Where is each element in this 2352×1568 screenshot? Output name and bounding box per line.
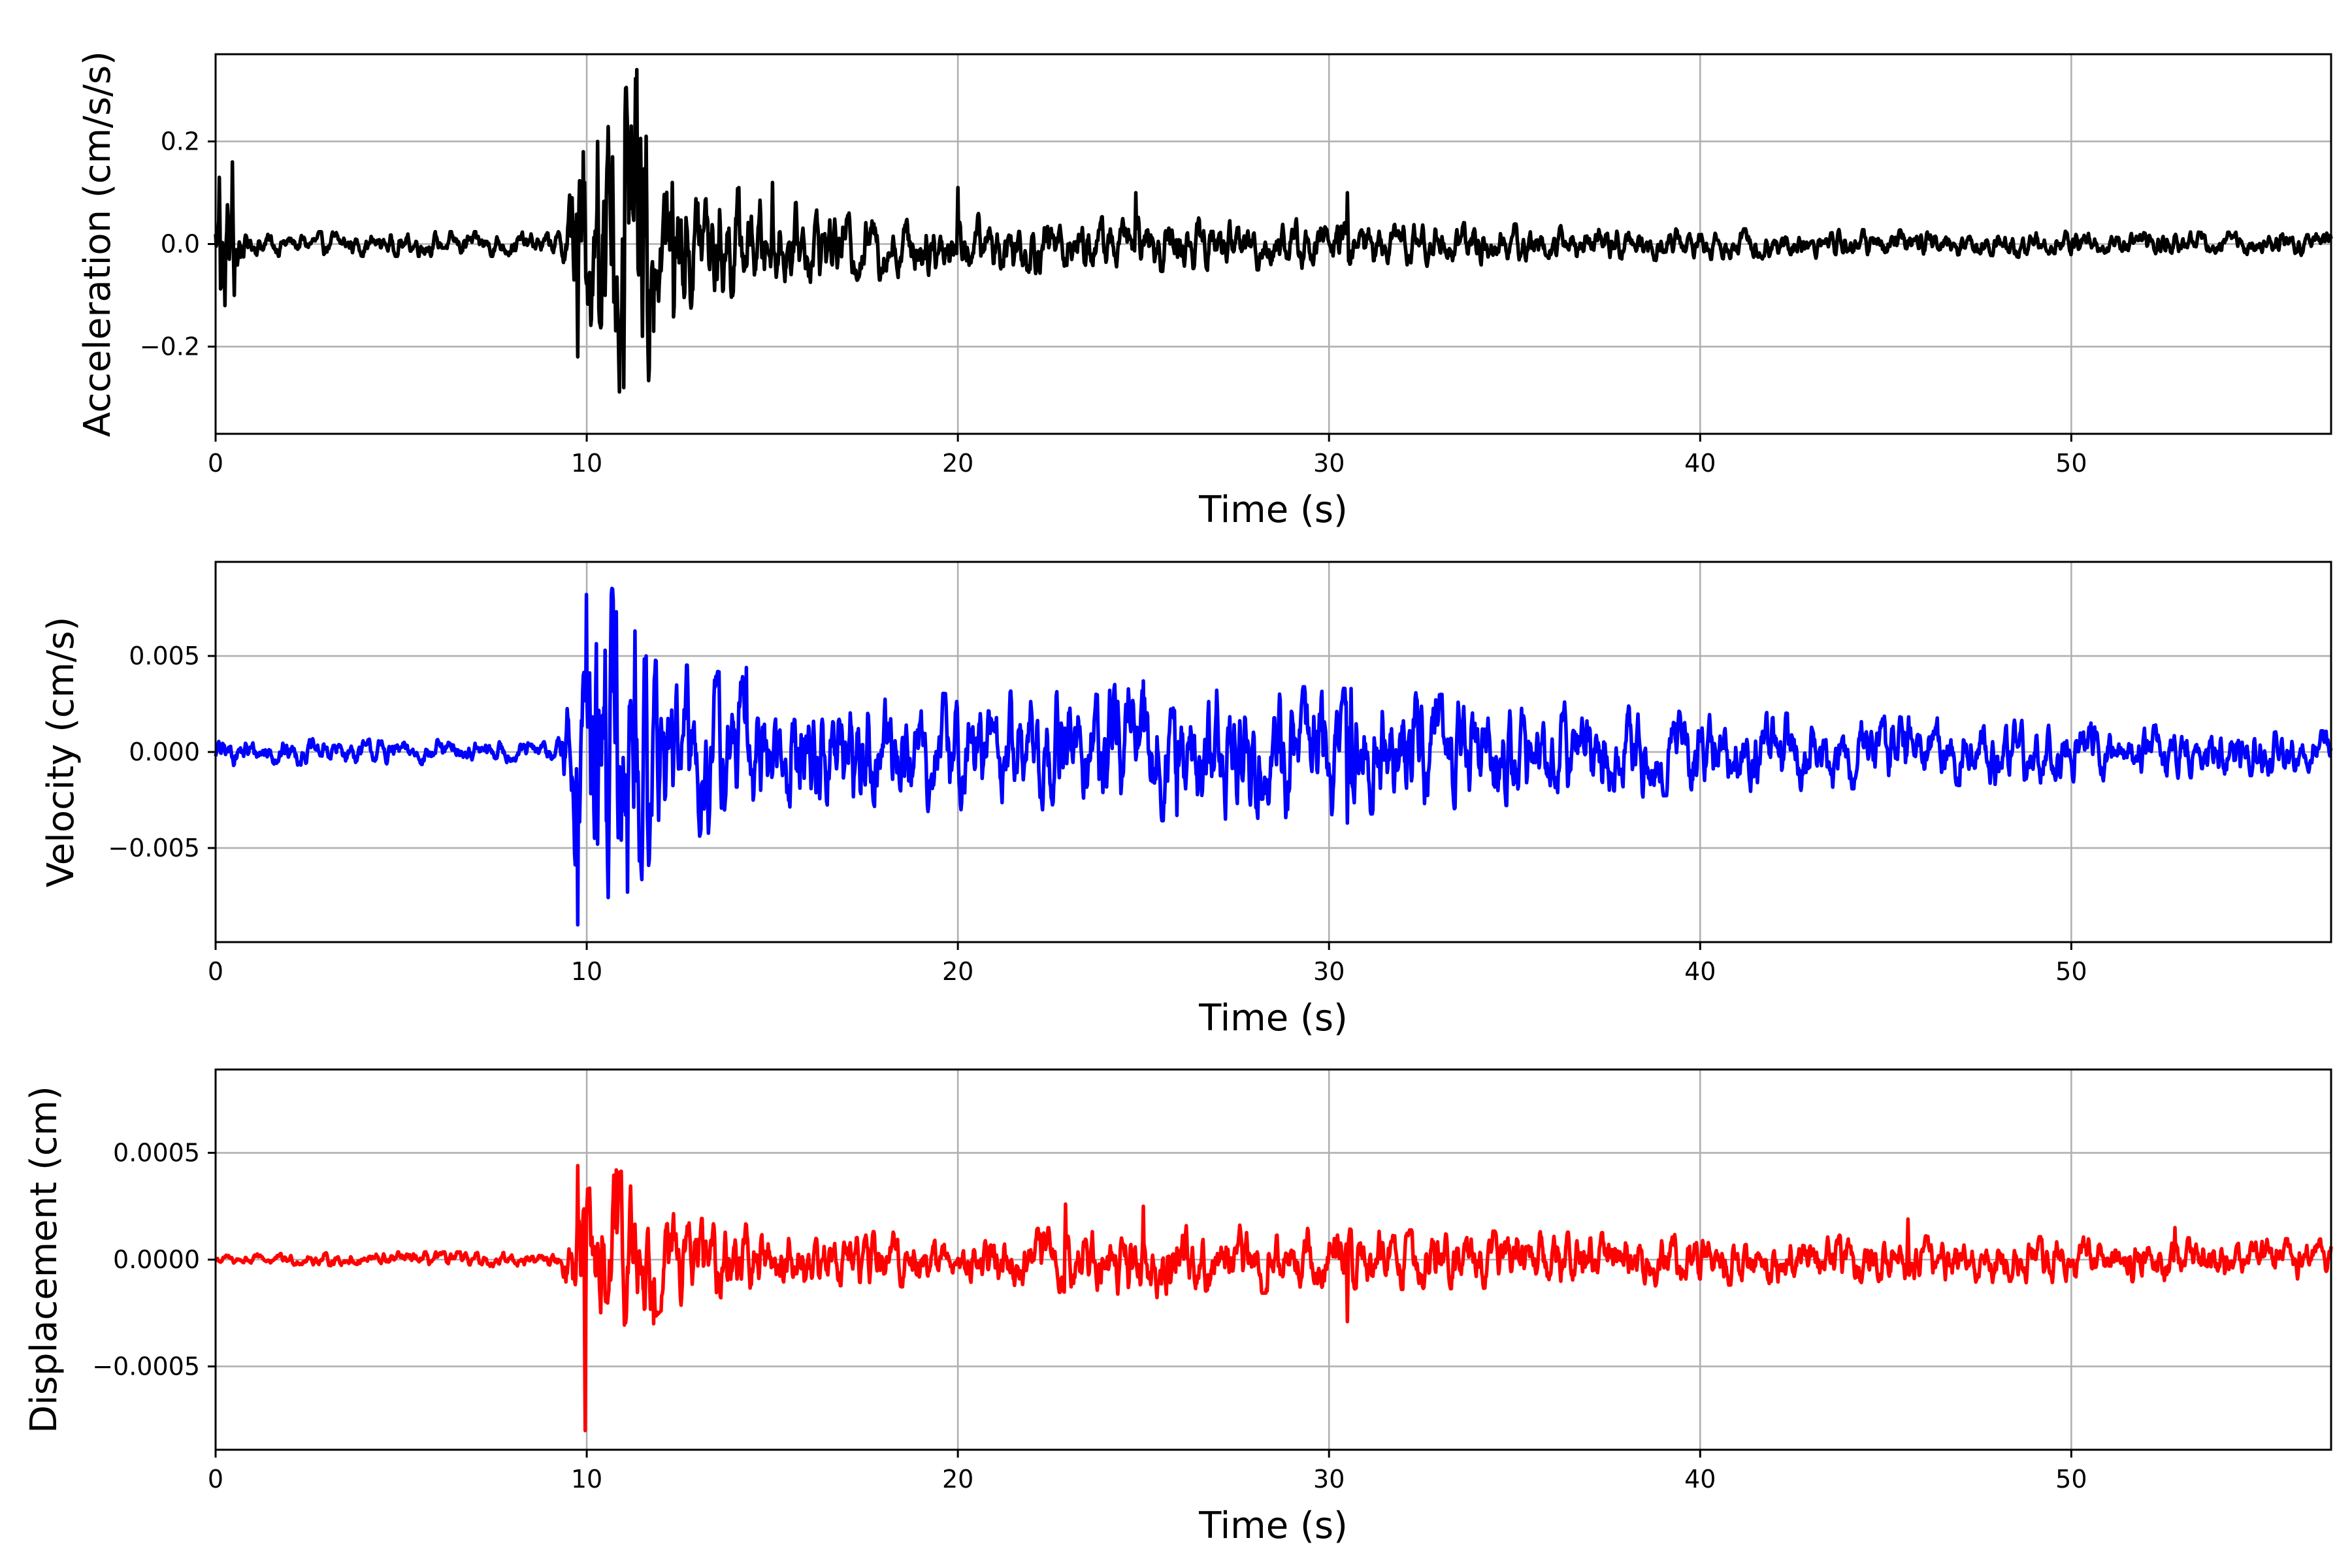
displacement-x-tick-label: 10 xyxy=(571,1465,602,1494)
acceleration-y-tick-label: −0.2 xyxy=(140,333,200,361)
acceleration-y-tick-label: 0.0 xyxy=(161,230,200,259)
velocity-x-tick-label: 10 xyxy=(571,957,602,986)
displacement-panel: 0 10 20 30 40 50 −0.0005 0.0000 0.0005 Time (s) Di… xyxy=(23,1068,2333,1547)
velocity-y-tick-label: 0.005 xyxy=(129,642,200,670)
velocity-panel: 0 10 20 30 40 50 −0.005 0.000 0.005 Time (s) Veloc… xyxy=(40,561,2333,1039)
velocity-x-tick-label: 20 xyxy=(942,957,973,986)
acceleration-y-axis-label: Acceleration (cm/s/s) xyxy=(76,51,119,437)
displacement-x-tick-label: 50 xyxy=(2055,1465,2087,1494)
velocity-x-axis-label: Time (s) xyxy=(1198,997,1348,1039)
acceleration-x-tick-label: 0 xyxy=(208,449,223,478)
displacement-x-tick-label: 40 xyxy=(1684,1465,1716,1494)
velocity-x-tick-label: 50 xyxy=(2055,957,2087,986)
acceleration-panel: 0 10 20 30 40 50 −0.2 0.0 0.2 Time (s) Acceleratio… xyxy=(76,51,2333,531)
acceleration-y-tick-label: 0.2 xyxy=(161,127,200,155)
acceleration-trace xyxy=(214,67,2333,394)
displacement-x-axis-label: Time (s) xyxy=(1198,1505,1348,1547)
displacement-x-tick-label: 20 xyxy=(942,1465,973,1494)
displacement-x-tick-label: 0 xyxy=(208,1465,223,1494)
displacement-y-tick-label: 0.0000 xyxy=(113,1245,200,1274)
velocity-y-tick-label: 0.000 xyxy=(129,738,200,766)
displacement-trace xyxy=(214,1164,2333,1433)
displacement-x-tick-label: 30 xyxy=(1313,1465,1345,1494)
velocity-x-tick-label: 30 xyxy=(1313,957,1345,986)
velocity-y-tick-label: −0.005 xyxy=(108,834,200,862)
acceleration-x-tick-label: 20 xyxy=(942,449,973,478)
acceleration-x-tick-label: 40 xyxy=(1684,449,1716,478)
displacement-y-axis-label: Displacement (cm) xyxy=(23,1086,65,1433)
displacement-y-tick-label: −0.0005 xyxy=(92,1352,200,1380)
acceleration-x-tick-label: 30 xyxy=(1313,449,1345,478)
acceleration-x-tick-label: 50 xyxy=(2055,449,2087,478)
velocity-trace xyxy=(214,587,2333,927)
velocity-y-axis-label: Velocity (cm/s) xyxy=(40,617,82,888)
velocity-x-tick-label: 0 xyxy=(208,957,223,986)
displacement-y-tick-label: 0.0005 xyxy=(113,1139,200,1168)
velocity-x-tick-label: 40 xyxy=(1684,957,1716,986)
acceleration-x-tick-label: 10 xyxy=(571,449,602,478)
acceleration-x-axis-label: Time (s) xyxy=(1198,489,1348,531)
